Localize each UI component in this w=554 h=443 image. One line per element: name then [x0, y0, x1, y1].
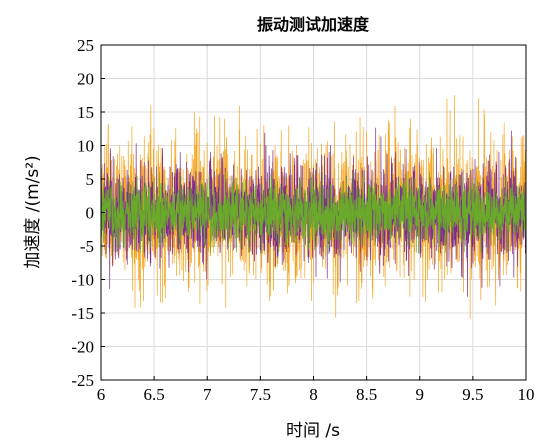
series-line-3 — [101, 172, 526, 253]
y-axis-label: 加速度 /(m/s²) — [23, 155, 43, 268]
y-tick-label: 10 — [77, 137, 94, 156]
y-tick-label: -20 — [71, 338, 94, 357]
chart-title: 振动测试加速度 — [257, 15, 370, 34]
y-tick-label: -15 — [71, 304, 94, 323]
y-tick-label: 15 — [77, 103, 94, 122]
x-tick-label: 6 — [97, 385, 106, 404]
x-tick-label: 7.5 — [250, 385, 271, 404]
x-tick-label: 9.5 — [462, 385, 483, 404]
x-tick-label: 6.5 — [144, 385, 165, 404]
x-tick-label: 8.5 — [356, 385, 377, 404]
x-tick-label: 10 — [518, 385, 535, 404]
y-tick-label: 25 — [77, 36, 94, 55]
x-tick-label: 9 — [416, 385, 425, 404]
x-tick-label: 8 — [309, 385, 318, 404]
y-tick-label: -10 — [71, 271, 94, 290]
x-tick-label: 7 — [203, 385, 212, 404]
ticks: 6 6.5 7 7.5 8 8.5 9 9.5 10 25 20 15 10 5 0 -5 -10 -15 -20 -… — [71, 36, 534, 404]
series-layer — [101, 95, 526, 319]
y-tick-label: 20 — [77, 70, 94, 89]
y-tick-label: 0 — [86, 204, 95, 223]
y-tick-label: 5 — [86, 170, 95, 189]
y-tick-label: -5 — [80, 237, 94, 256]
y-tick-label: -25 — [71, 371, 94, 390]
x-axis-label: 时间 /s — [286, 421, 340, 441]
